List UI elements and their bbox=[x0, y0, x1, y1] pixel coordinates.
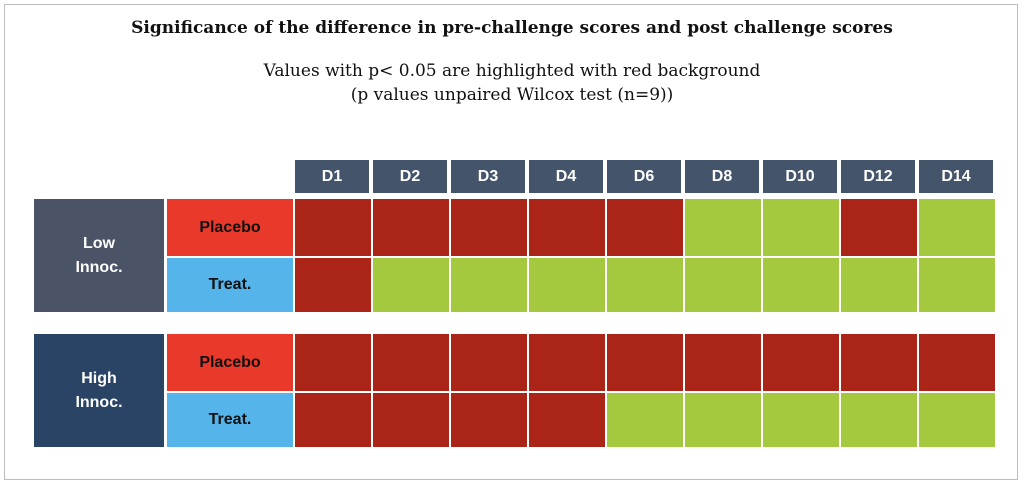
heatmap-cell-d12-significant bbox=[841, 199, 917, 256]
heatmap-cell-d4-not-significant bbox=[529, 258, 605, 312]
heatmap-cell-d2-significant bbox=[373, 393, 449, 447]
heatmap-cell-d1-significant bbox=[295, 199, 371, 256]
heatmap-cell-d12-not-significant bbox=[841, 258, 917, 312]
heatmap-cell-d3-significant bbox=[451, 393, 527, 447]
heatmap-cell-d8-not-significant bbox=[685, 393, 761, 447]
column-header-d14: D14 bbox=[919, 160, 993, 193]
group-label-0: Low Innoc. bbox=[34, 199, 164, 312]
heatmap-cell-d3-not-significant bbox=[451, 258, 527, 312]
row-label-treat: Treat. bbox=[167, 393, 293, 447]
column-header-d10: D10 bbox=[763, 160, 837, 193]
heatmap-cell-d4-significant bbox=[529, 393, 605, 447]
column-header-d12: D12 bbox=[841, 160, 915, 193]
chart-subtitle-line-1: Values with p< 0.05 are highlighted with… bbox=[263, 61, 761, 81]
group-label-1: High Innoc. bbox=[34, 334, 164, 447]
heatmap-cell-d12-significant bbox=[841, 334, 917, 391]
heatmap-cell-d10-significant bbox=[763, 334, 839, 391]
group-label-line: High bbox=[81, 369, 117, 387]
heatmap-cell-d2-significant bbox=[373, 199, 449, 256]
column-header-d2: D2 bbox=[373, 160, 447, 193]
heatmap-cell-d1-significant bbox=[295, 334, 371, 391]
heatmap-cell-d6-not-significant bbox=[607, 393, 683, 447]
group-label-line: Low bbox=[82, 234, 115, 252]
heatmap-cell-d10-not-significant bbox=[763, 199, 839, 256]
chart-title: Significance of the difference in pre-ch… bbox=[131, 18, 893, 38]
heatmap-cell-d14-significant bbox=[919, 334, 995, 391]
heatmap-cell-d4-significant bbox=[529, 334, 605, 391]
column-header-d6: D6 bbox=[607, 160, 681, 193]
heatmap-cell-d3-significant bbox=[451, 334, 527, 391]
heatmap-cell-d10-not-significant bbox=[763, 258, 839, 312]
row-label-placebo: Placebo bbox=[167, 199, 293, 256]
column-header-d3: D3 bbox=[451, 160, 525, 193]
row-label-placebo: Placebo bbox=[167, 334, 293, 391]
heatmap-cell-d2-significant bbox=[373, 334, 449, 391]
heatmap-cell-d2-not-significant bbox=[373, 258, 449, 312]
heatmap-cell-d1-significant bbox=[295, 393, 371, 447]
heatmap-cell-d14-not-significant bbox=[919, 199, 995, 256]
heatmap-cell-d4-significant bbox=[529, 199, 605, 256]
heatmap-cell-d12-not-significant bbox=[841, 393, 917, 447]
heatmap-cell-d1-significant bbox=[295, 258, 371, 312]
heatmap-cell-d6-significant bbox=[607, 199, 683, 256]
heatmap-cell-d10-not-significant bbox=[763, 393, 839, 447]
column-header-d4: D4 bbox=[529, 160, 603, 193]
heatmap-cell-d8-not-significant bbox=[685, 258, 761, 312]
column-header-d8: D8 bbox=[685, 160, 759, 193]
heatmap-cell-d14-not-significant bbox=[919, 258, 995, 312]
group-label-line: Innoc. bbox=[75, 393, 123, 411]
column-header-d1: D1 bbox=[295, 160, 369, 193]
heatmap-cell-d3-significant bbox=[451, 199, 527, 256]
row-label-treat: Treat. bbox=[167, 258, 293, 312]
heatmap-cell-d8-not-significant bbox=[685, 199, 761, 256]
heatmap-cell-d8-significant bbox=[685, 334, 761, 391]
chart-subtitle-line-2: (p values unpaired Wilcox test (n=9)) bbox=[350, 85, 674, 105]
group-label-line: Innoc. bbox=[75, 258, 123, 276]
heatmap-cell-d6-not-significant bbox=[607, 258, 683, 312]
heatmap-cell-d14-not-significant bbox=[919, 393, 995, 447]
heatmap-cell-d6-significant bbox=[607, 334, 683, 391]
